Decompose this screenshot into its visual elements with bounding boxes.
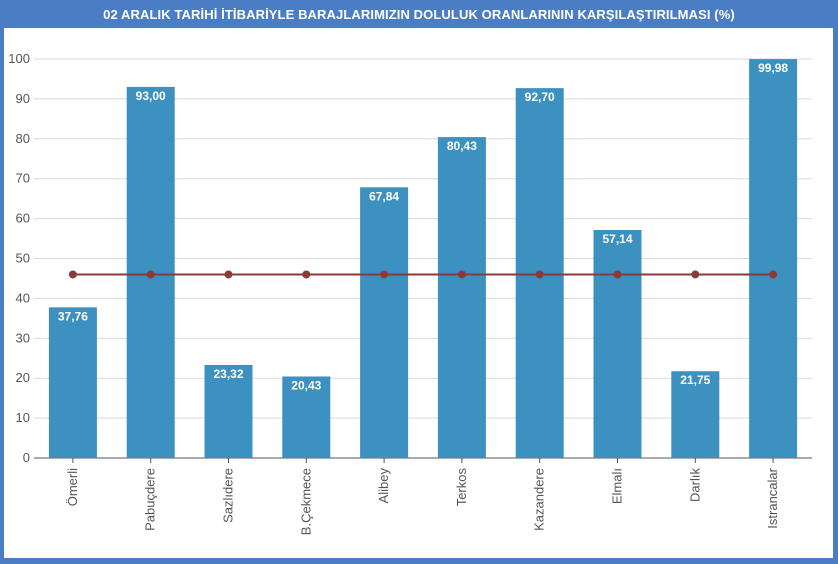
data-label: 37,76 (58, 309, 88, 323)
x-category-label: B.Çekmece (298, 468, 313, 535)
data-label: 67,84 (369, 189, 399, 203)
data-label: 57,14 (602, 232, 632, 246)
y-tick-label: 100 (8, 51, 30, 66)
y-tick-label: 10 (16, 410, 30, 425)
x-category-label: Istrancalar (765, 467, 780, 528)
x-category-label: Terkos (454, 468, 469, 507)
y-tick-label: 60 (16, 211, 30, 226)
line-point (380, 270, 389, 279)
bar (671, 371, 720, 458)
y-tick-label: 40 (16, 290, 30, 305)
x-category-label: Kazandere (532, 468, 547, 531)
bar (437, 137, 486, 459)
x-category-label: Darlık (687, 468, 702, 502)
y-tick-label: 0 (23, 450, 30, 465)
bar (48, 307, 97, 458)
bar (749, 59, 798, 458)
data-label: 21,75 (680, 373, 710, 387)
line-point (68, 270, 77, 279)
line-point (691, 270, 700, 279)
y-tick-label: 50 (16, 251, 30, 266)
line-point (457, 270, 466, 279)
x-category-label: Pabuçdere (143, 468, 158, 531)
data-label: 20,43 (291, 378, 321, 392)
line-point (224, 270, 233, 279)
data-label: 23,32 (213, 367, 243, 381)
data-label: 80,43 (447, 139, 477, 153)
y-tick-label: 90 (16, 91, 30, 106)
line-point (769, 270, 778, 279)
line-point (302, 270, 311, 279)
data-label: 92,70 (525, 90, 555, 104)
y-tick-label: 70 (16, 171, 30, 186)
data-label: 93,00 (136, 89, 166, 103)
x-category-label: Ömerli (65, 468, 80, 506)
y-tick-label: 20 (16, 370, 30, 385)
bar (593, 230, 642, 458)
line-point (146, 270, 155, 279)
bar (360, 187, 409, 458)
x-category-label: Alibey (376, 468, 391, 504)
data-label: 99,98 (758, 61, 788, 75)
y-tick-label: 80 (16, 131, 30, 146)
y-tick-label: 30 (16, 330, 30, 345)
chart-title: 02 ARALIK TARİHİ İTİBARİYLE BARAJLARIMIZ… (103, 6, 735, 22)
bar (282, 376, 331, 458)
bar (204, 364, 253, 458)
x-category-label: Sazlıdere (221, 468, 236, 523)
line-point (535, 270, 544, 279)
x-category-label: Elmalı (610, 468, 625, 504)
line-point (613, 270, 622, 279)
